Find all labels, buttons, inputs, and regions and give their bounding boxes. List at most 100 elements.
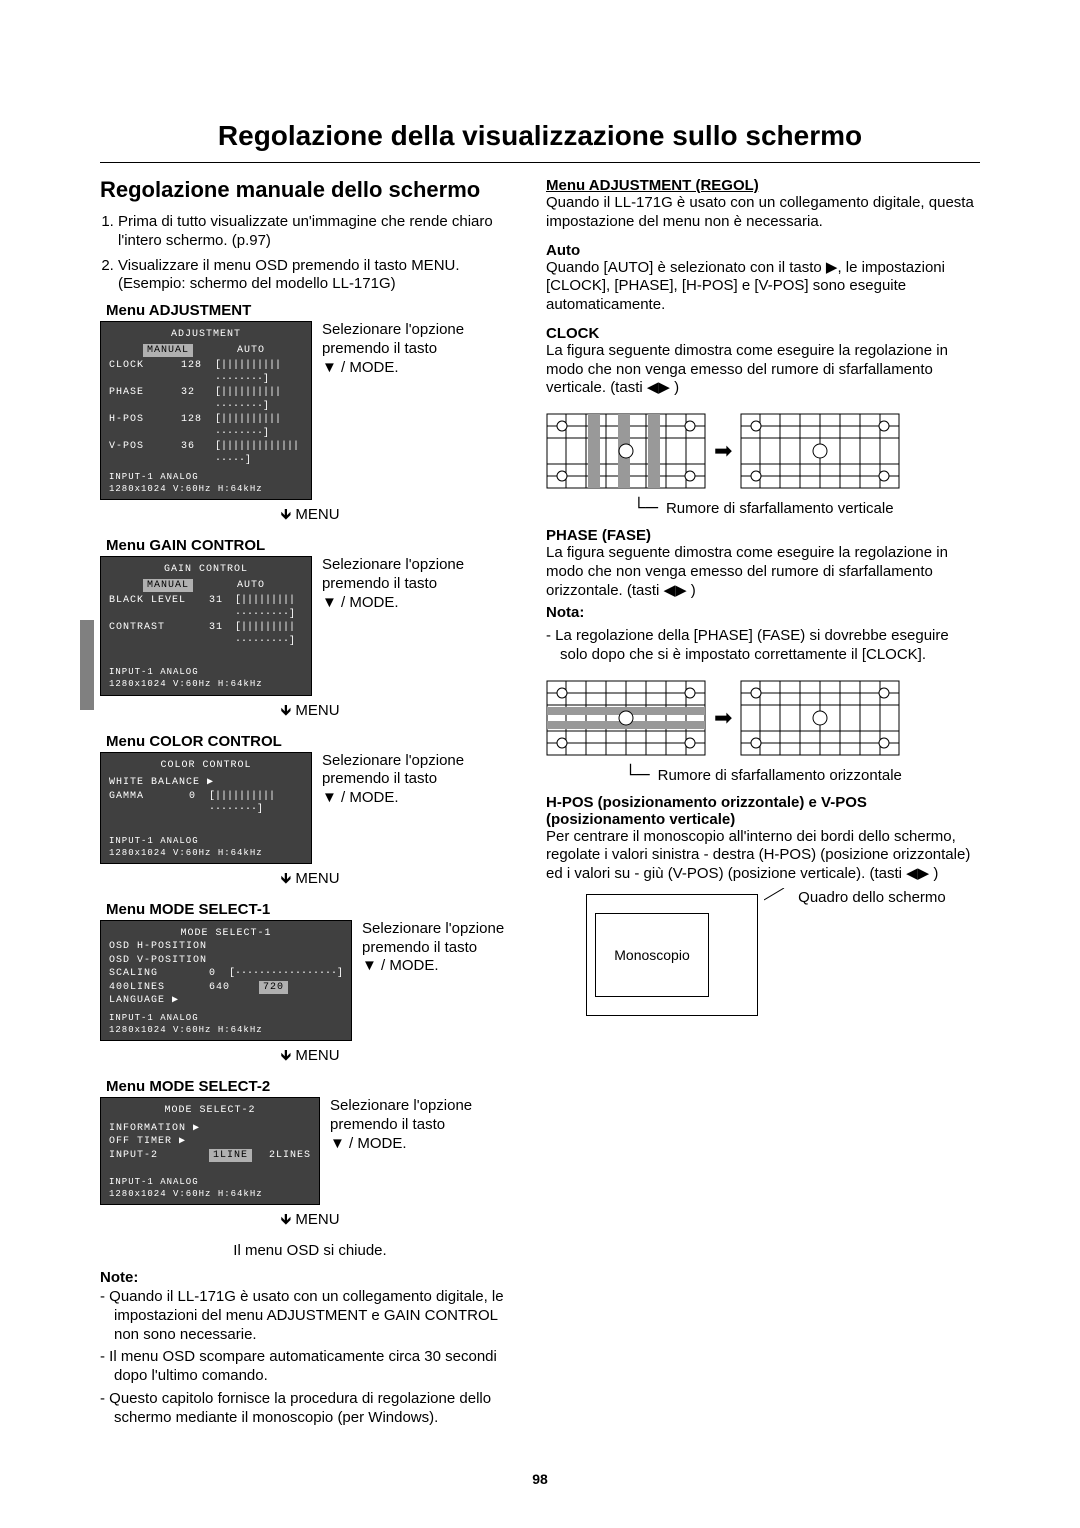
clock-after-svg — [740, 406, 900, 496]
osd-title: ADJUSTMENT — [109, 328, 303, 342]
arrow-right-icon: ➡ — [714, 438, 732, 464]
right-column: Menu ADJUSTMENT (REGOL) Quando il LL-171… — [546, 177, 980, 1431]
tab-auto: AUTO — [233, 344, 269, 358]
osd-opt-active: 720 — [259, 981, 288, 995]
heading-clock: CLOCK — [546, 325, 980, 342]
right-triangle-icon: ▶ — [658, 379, 670, 398]
osd-side-text: Selezionare l'opzione premendo il tasto … — [322, 321, 520, 377]
osd-k: CLOCK — [109, 359, 181, 386]
right-triangle-icon: ▶ — [675, 582, 687, 601]
down-arrow-icon: 🡻 — [280, 868, 291, 893]
menu-nav: 🡻 MENU — [100, 504, 520, 529]
closing-text: Il menu OSD si chiude. — [100, 1242, 520, 1261]
osd-side-text: Selezionare l'opzione premendo il tasto … — [322, 752, 520, 808]
left-triangle-icon: ◀ — [647, 379, 659, 398]
left-triangle-icon: ◀ — [664, 582, 676, 601]
tab-auto: AUTO — [233, 579, 269, 593]
nota-heading: Nota: — [546, 604, 980, 623]
step-1: Prima di tutto visualizzate un'immagine … — [118, 213, 520, 251]
osd-bar: [|||||||||||||·····] — [215, 440, 303, 467]
phase-note-list: La regolazione della [PHASE] (FASE) si d… — [546, 627, 980, 665]
osd-footer: INPUT-1 ANALOG1280x1024 V:60Hz H:64kHz — [109, 835, 303, 859]
osd-footer: INPUT-1 ANALOG1280x1024 V:60Hz H:64kHz — [109, 1012, 343, 1036]
osd-opt-active: 1LINE — [209, 1149, 252, 1163]
leader-line — [764, 888, 794, 902]
figure-phase: ➡ — [546, 673, 980, 763]
osd-k: 400LINES — [109, 981, 209, 995]
osd-bar: [|||||||||·········] — [235, 621, 303, 648]
p-regol: Quando il LL-171G è usato con un collega… — [546, 194, 980, 232]
section-heading: Regolazione manuale dello schermo — [100, 177, 520, 203]
osd-color: COLOR CONTROL WHITE BALANCE ▶ GAMMA0[|||… — [100, 752, 312, 864]
osd-opt: 2LINES — [269, 1149, 311, 1163]
p-auto: Quando [AUTO] è selezionato con il tasto… — [546, 259, 980, 315]
osd-side-text: Selezionare l'opzione premendo il tasto … — [330, 1097, 520, 1153]
down-triangle-icon: ▼ — [322, 594, 337, 613]
step-2-sub: (Esempio: schermo del modello LL-171G) — [118, 275, 396, 292]
osd-v: 0 — [189, 790, 209, 817]
osd-bar: [||||||||||········] — [215, 413, 303, 440]
right-triangle-icon: ▶ — [918, 865, 930, 884]
menu-mode1-heading: Menu MODE SELECT-1 — [106, 901, 520, 918]
arrow-right-icon: ➡ — [714, 705, 732, 731]
down-triangle-icon: ▼ — [362, 957, 377, 976]
osd-opt: 640 — [209, 981, 259, 995]
page-title: Regolazione della visualizzazione sullo … — [100, 120, 980, 152]
osd-bar: [||||||||||········] — [215, 359, 303, 386]
notes-list: Quando il LL-171G è usato con un collega… — [100, 1288, 520, 1427]
osd-k: GAMMA — [109, 790, 189, 817]
down-arrow-icon: 🡻 — [280, 700, 291, 725]
page-number: 98 — [100, 1471, 980, 1487]
page: Regolazione della visualizzazione sullo … — [0, 0, 1080, 1527]
osd-v: 0 — [209, 967, 229, 981]
osd-k: PHASE — [109, 386, 181, 413]
frame-label: Quadro dello schermo — [798, 889, 946, 906]
down-arrow-icon: 🡻 — [280, 504, 291, 529]
osd-k: H-POS — [109, 413, 181, 440]
p-phase: La figura seguente dimostra come eseguir… — [546, 544, 980, 600]
menu-nav: 🡻 MENU — [100, 1045, 520, 1070]
menu-adjustment-heading: Menu ADJUSTMENT — [106, 302, 520, 319]
osd-v: 31 — [209, 594, 235, 621]
osd-k: OSD V-POSITION — [109, 954, 343, 968]
osd-v: 128 — [181, 413, 215, 440]
phase-before-svg — [546, 673, 706, 763]
osd-gain: GAIN CONTROL MANUALAUTO BLACK LEVEL31[||… — [100, 556, 312, 695]
osd-k: OSD H-POSITION — [109, 940, 343, 954]
osd-title: MODE SELECT-1 — [109, 927, 343, 941]
osd-bar: [|||||||||·········] — [235, 594, 303, 621]
osd-k: SCALING — [109, 967, 209, 981]
osd-color-row: COLOR CONTROL WHITE BALANCE ▶ GAMMA0[|||… — [100, 752, 520, 864]
osd-k: OFF TIMER ▶ — [109, 1135, 311, 1149]
figure-clock: ➡ — [546, 406, 980, 496]
columns: Regolazione manuale dello schermo Prima … — [100, 177, 980, 1431]
phase-after-svg — [740, 673, 900, 763]
osd-v: 36 — [181, 440, 215, 467]
hook-icon: └─ — [632, 500, 658, 514]
step-2: Visualizzare il menu OSD premendo il tas… — [118, 257, 520, 295]
osd-adjustment-row: ADJUSTMENT MANUAL AUTO CLOCK128[||||||||… — [100, 321, 520, 500]
menu-nav: 🡻 MENU — [100, 1209, 520, 1234]
osd-k: CONTRAST — [109, 621, 209, 648]
menu-color-heading: Menu COLOR CONTROL — [106, 733, 520, 750]
menu-nav: 🡻 MENU — [100, 868, 520, 893]
osd-bar: [·················] — [229, 967, 343, 981]
p-hvpos: Per centrare il monoscopio all'interno d… — [546, 828, 980, 884]
osd-gain-row: GAIN CONTROL MANUALAUTO BLACK LEVEL31[||… — [100, 556, 520, 695]
left-column: Regolazione manuale dello schermo Prima … — [100, 177, 520, 1431]
osd-side-text: Selezionare l'opzione premendo il tasto … — [322, 556, 520, 612]
heading-regol: Menu ADJUSTMENT (REGOL) — [546, 177, 980, 194]
side-tab — [80, 620, 94, 710]
osd-title: COLOR CONTROL — [109, 759, 303, 773]
osd-mode1: MODE SELECT-1 OSD H-POSITION OSD V-POSIT… — [100, 920, 352, 1041]
down-triangle-icon: ▼ — [322, 789, 337, 808]
down-arrow-icon: 🡻 — [280, 1209, 291, 1234]
osd-k: BLACK LEVEL — [109, 594, 209, 621]
right-triangle-icon: ▶ — [826, 259, 838, 278]
tab-manual: MANUAL — [143, 579, 193, 593]
phase-note: La regolazione della [PHASE] (FASE) si d… — [560, 627, 980, 665]
osd-title: MODE SELECT-2 — [109, 1104, 311, 1118]
menu-gain-heading: Menu GAIN CONTROL — [106, 537, 520, 554]
caption-phase: └─Rumore di sfarfallamento orizzontale — [546, 767, 980, 784]
osd-bar: [||||||||||········] — [209, 790, 303, 817]
